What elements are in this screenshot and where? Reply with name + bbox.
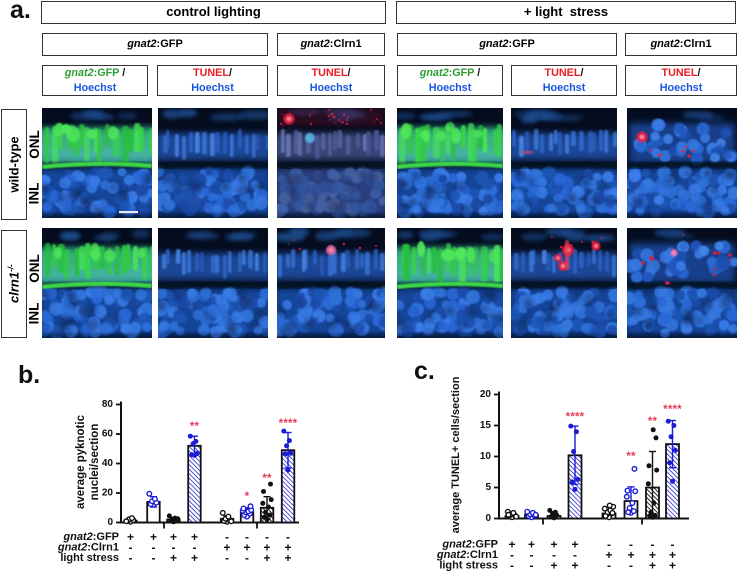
svg-text:-: - [245, 530, 249, 544]
svg-text:+: + [669, 559, 676, 571]
svg-text:-: - [265, 530, 269, 544]
svg-text:****: **** [566, 412, 585, 424]
svg-text:+: + [284, 541, 291, 555]
svg-text:****: **** [663, 404, 682, 416]
svg-text:gnat2:GFP: gnat2:GFP [441, 539, 498, 551]
svg-text:**: ** [626, 451, 636, 463]
svg-text:-: - [671, 538, 675, 552]
svg-text:+: + [150, 530, 157, 544]
svg-text:20: 20 [102, 488, 114, 499]
svg-text:15: 15 [480, 420, 492, 431]
svg-text:average TUNEL+ cells/section: average TUNEL+ cells/section [450, 376, 462, 533]
svg-text:-: - [225, 551, 229, 565]
svg-text:light stress: light stress [439, 560, 498, 571]
svg-text:-: - [651, 538, 655, 552]
svg-text:-: - [129, 541, 133, 555]
svg-text:-: - [629, 559, 633, 571]
svg-text:****: **** [279, 418, 298, 430]
svg-text:nuclei/section: nuclei/section [89, 424, 101, 501]
svg-text:+: + [550, 559, 557, 571]
svg-text:-: - [573, 548, 577, 562]
svg-text:-: - [129, 551, 133, 565]
svg-text:+: + [170, 530, 177, 544]
svg-text:60: 60 [102, 429, 114, 440]
svg-text:+: + [669, 548, 676, 562]
svg-text:-: - [286, 530, 290, 544]
svg-text:**: ** [648, 416, 658, 428]
svg-text:+: + [649, 548, 656, 562]
svg-text:0: 0 [485, 513, 491, 524]
svg-text:+: + [550, 538, 557, 552]
svg-text:-: - [193, 541, 197, 555]
svg-text:-: - [172, 541, 176, 555]
svg-text:+: + [571, 538, 578, 552]
svg-text:+: + [605, 548, 612, 562]
svg-text:0: 0 [107, 517, 113, 528]
svg-text:+: + [284, 551, 291, 565]
svg-text:+: + [191, 530, 198, 544]
svg-text:+: + [508, 538, 515, 552]
svg-text:+: + [127, 530, 134, 544]
svg-text:+: + [627, 548, 634, 562]
svg-text:-: - [510, 559, 514, 571]
svg-text:+: + [223, 541, 230, 555]
svg-text:+: + [649, 559, 656, 571]
svg-text:-: - [225, 530, 229, 544]
svg-text:-: - [245, 551, 249, 565]
svg-text:+: + [243, 541, 250, 555]
svg-text:-: - [152, 541, 156, 555]
svg-text:**: ** [190, 421, 200, 433]
svg-text:40: 40 [102, 458, 114, 469]
svg-text:20: 20 [480, 389, 492, 400]
svg-text:-: - [607, 559, 611, 571]
svg-text:+: + [263, 541, 270, 555]
svg-text:-: - [607, 538, 611, 552]
svg-text:gnat2:Clrn1: gnat2:Clrn1 [436, 549, 498, 561]
svg-text:+: + [528, 538, 535, 552]
svg-text:average pyknotic: average pyknotic [75, 414, 87, 509]
svg-text:*: * [245, 491, 250, 503]
svg-text:-: - [530, 548, 534, 562]
svg-text:light stress: light stress [60, 552, 119, 564]
svg-text:-: - [552, 548, 556, 562]
svg-text:-: - [629, 538, 633, 552]
svg-text:**: ** [262, 473, 272, 485]
svg-text:+: + [170, 551, 177, 565]
svg-text:10: 10 [480, 451, 492, 462]
svg-text:80: 80 [102, 399, 114, 410]
svg-text:-: - [510, 548, 514, 562]
svg-text:5: 5 [485, 482, 491, 493]
svg-text:gnat2:GFP: gnat2:GFP [62, 531, 119, 543]
svg-text:+: + [263, 551, 270, 565]
svg-text:-: - [152, 551, 156, 565]
svg-text:+: + [191, 551, 198, 565]
svg-text:-: - [530, 559, 534, 571]
svg-text:+: + [571, 559, 578, 571]
svg-text:gnat2:Clrn1: gnat2:Clrn1 [57, 542, 119, 554]
